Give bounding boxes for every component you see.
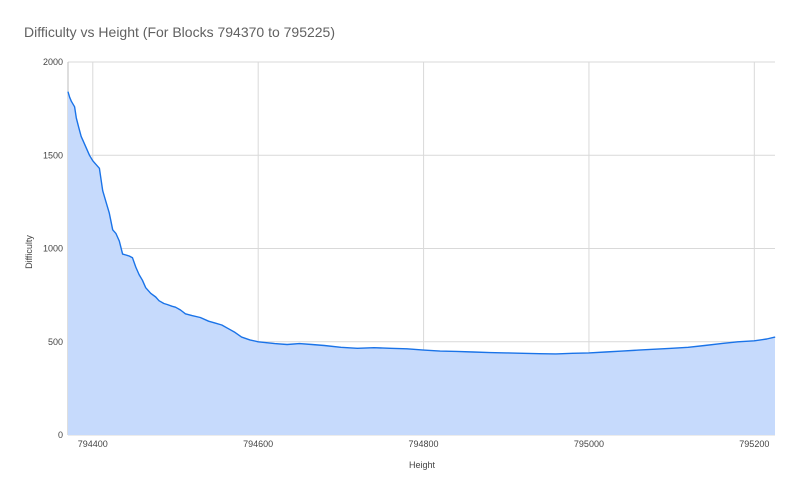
data-point-43 <box>241 336 243 338</box>
data-point-10 <box>92 160 94 162</box>
data-point-4 <box>75 117 77 119</box>
data-point-76 <box>737 341 739 343</box>
chart-title: Difficulty vs Height (For Blocks 794370 … <box>24 24 335 40</box>
data-point-31 <box>166 304 168 305</box>
data-point-46 <box>266 342 267 344</box>
y-axis-label: Difficulty <box>24 235 34 269</box>
data-point-42 <box>234 332 236 333</box>
data-point-53 <box>357 347 358 349</box>
data-point-77 <box>753 340 755 342</box>
data-point-41 <box>228 328 229 330</box>
x-tick-label-3: 795000 <box>574 439 604 449</box>
data-point-9 <box>89 154 90 156</box>
plot-area <box>67 91 776 436</box>
data-point-47 <box>274 343 276 344</box>
data-point-69 <box>621 350 623 352</box>
x-tick-label-0: 794400 <box>78 439 108 449</box>
data-point-51 <box>323 345 325 346</box>
data-point-40 <box>221 324 223 326</box>
data-point-67 <box>588 352 590 354</box>
data-point-15 <box>108 212 110 214</box>
data-point-54 <box>373 347 375 349</box>
data-point-36 <box>191 315 193 316</box>
data-point-21 <box>128 255 130 257</box>
series-area-fill-0 <box>68 91 775 436</box>
data-point-27 <box>150 292 152 294</box>
data-point-11 <box>95 164 97 166</box>
data-point-39 <box>214 322 216 324</box>
data-point-35 <box>185 313 186 315</box>
y-tick-label-4: 2000 <box>43 57 63 67</box>
data-point-57 <box>423 349 424 351</box>
data-point-62 <box>505 352 507 354</box>
data-point-18 <box>118 240 120 242</box>
data-point-72 <box>671 347 672 349</box>
data-point-29 <box>158 300 160 302</box>
data-point-50 <box>311 344 313 345</box>
data-point-8 <box>85 147 87 149</box>
data-point-19 <box>122 253 123 255</box>
x-axis-ticks: 794400 794600 794800 795000 795200 <box>78 439 770 449</box>
data-point-49 <box>299 343 300 344</box>
data-point-63 <box>522 352 524 354</box>
data-point-70 <box>638 349 639 351</box>
data-point-71 <box>654 348 656 350</box>
data-point-44 <box>249 339 251 341</box>
data-point-33 <box>175 306 176 308</box>
x-tick-label-4: 795200 <box>739 439 769 449</box>
data-point-3 <box>74 106 75 108</box>
y-tick-label-0: 0 <box>58 430 63 440</box>
data-point-78 <box>766 338 768 340</box>
data-point-22 <box>132 257 133 259</box>
data-point-38 <box>208 320 210 322</box>
data-point-52 <box>340 346 342 348</box>
data-point-58 <box>439 350 441 352</box>
data-point-75 <box>720 343 722 344</box>
x-tick-label-2: 794800 <box>409 439 439 449</box>
data-point-17 <box>115 233 117 235</box>
data-point-59 <box>456 351 457 352</box>
x-tick-label-1: 794600 <box>243 439 273 449</box>
data-point-20 <box>125 254 127 256</box>
data-point-28 <box>155 296 157 298</box>
data-point-7 <box>82 139 84 141</box>
data-point-55 <box>390 347 391 349</box>
data-point-37 <box>199 317 201 318</box>
data-point-2 <box>70 100 72 102</box>
data-point-26 <box>145 287 147 289</box>
data-point-16 <box>112 229 114 231</box>
data-point-66 <box>572 352 573 354</box>
data-point-12 <box>99 167 100 169</box>
data-point-61 <box>489 352 491 353</box>
data-point-45 <box>257 341 259 343</box>
data-point-34 <box>180 309 181 311</box>
data-point-23 <box>135 266 137 268</box>
data-point-65 <box>555 353 557 355</box>
data-point-79 <box>774 336 776 338</box>
series-line-0 <box>67 91 776 355</box>
data-point-74 <box>704 345 706 346</box>
x-axis-label: Height <box>409 460 436 470</box>
data-point-73 <box>687 346 689 348</box>
data-point-14 <box>105 201 107 203</box>
y-axis-ticks: 0 500 1000 1500 2000 <box>43 57 63 440</box>
data-point-25 <box>142 279 143 281</box>
data-point-13 <box>102 190 104 192</box>
data-point-60 <box>472 351 474 353</box>
data-point-48 <box>286 344 288 345</box>
data-point-32 <box>171 305 173 307</box>
data-point-24 <box>138 274 140 275</box>
y-tick-label-2: 1000 <box>43 244 63 254</box>
y-tick-label-1: 500 <box>48 337 63 347</box>
data-point-6 <box>80 136 82 138</box>
data-point-0 <box>67 91 69 93</box>
y-tick-label-3: 1500 <box>43 150 63 160</box>
data-point-68 <box>605 351 606 353</box>
data-point-1 <box>69 97 71 98</box>
data-point-30 <box>163 303 165 304</box>
data-point-5 <box>78 126 80 128</box>
data-point-64 <box>538 353 540 355</box>
data-point-56 <box>406 348 408 350</box>
